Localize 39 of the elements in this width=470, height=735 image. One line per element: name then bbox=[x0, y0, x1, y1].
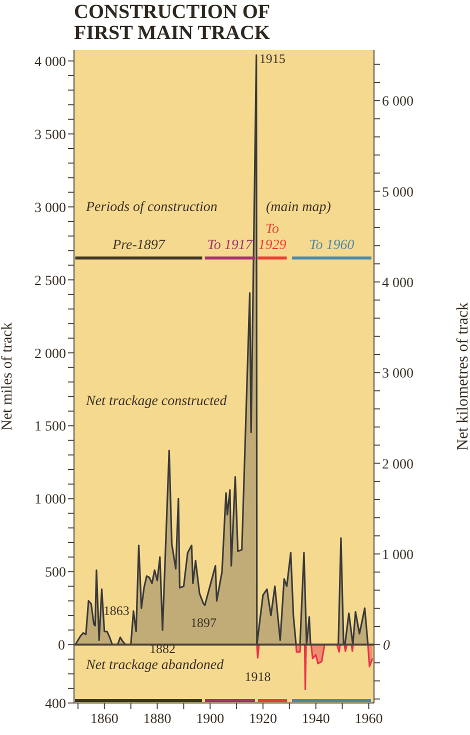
y-tick-label: 400 bbox=[45, 697, 66, 712]
x-tick-label: 1860 bbox=[90, 712, 118, 727]
y2-axis-title: Net kilometres of track bbox=[454, 302, 470, 450]
y-tick-label: 3 500 bbox=[34, 128, 66, 143]
y2-tick-label: 3 000 bbox=[382, 366, 414, 382]
x-tick-label: 1880 bbox=[143, 712, 172, 727]
y-tick-label: 1 500 bbox=[34, 420, 66, 435]
annotation: Net trackage constructed bbox=[86, 394, 227, 410]
annotation: (main map) bbox=[266, 200, 331, 216]
y2-tick-label: 2 000 bbox=[382, 457, 414, 472]
y2-tick-label: 1 000 bbox=[382, 548, 414, 563]
x-tick-label: 1920 bbox=[248, 712, 277, 727]
x-tick-label: 1960 bbox=[354, 712, 383, 727]
y-tick-label: 2 500 bbox=[34, 274, 66, 289]
series-label: To 1929 bbox=[257, 222, 288, 254]
chart-title: CONSTRUCTION OF FIRST MAIN TRACK bbox=[74, 1, 271, 44]
annotation: 1863 bbox=[103, 602, 130, 619]
annotation: 1918 bbox=[244, 668, 271, 685]
x-tick-label: 1900 bbox=[196, 712, 224, 727]
x-tick-label: 1940 bbox=[302, 712, 330, 727]
annotation: Periods of construction bbox=[86, 200, 218, 216]
annotation: 1882 bbox=[150, 641, 176, 658]
series-label: Pre-1897 bbox=[112, 238, 165, 254]
annotation: 1915 bbox=[259, 51, 286, 68]
y-tick-label: 4 000 bbox=[34, 54, 66, 70]
y2-tick-label: 6 000 bbox=[382, 94, 414, 110]
y-axis-title: Net miles of track bbox=[0, 322, 16, 430]
y-tick-label: 0 bbox=[58, 638, 65, 654]
y-tick-label: 2 000 bbox=[34, 346, 66, 362]
series-label: To 1960 bbox=[309, 238, 354, 254]
y-tick-label: 3 000 bbox=[34, 200, 66, 216]
annotation: Net trackage abandoned bbox=[86, 658, 224, 674]
series-label: To 1917 bbox=[207, 238, 252, 254]
y2-tick-label: 0 bbox=[383, 638, 390, 654]
y2-tick-label: 4 000 bbox=[382, 276, 414, 291]
y-tick-label: 1 000 bbox=[34, 492, 66, 508]
y2-tick-label: 5 000 bbox=[382, 185, 414, 200]
annotation: 1897 bbox=[190, 614, 216, 631]
y-tick-label: 500 bbox=[45, 566, 66, 581]
